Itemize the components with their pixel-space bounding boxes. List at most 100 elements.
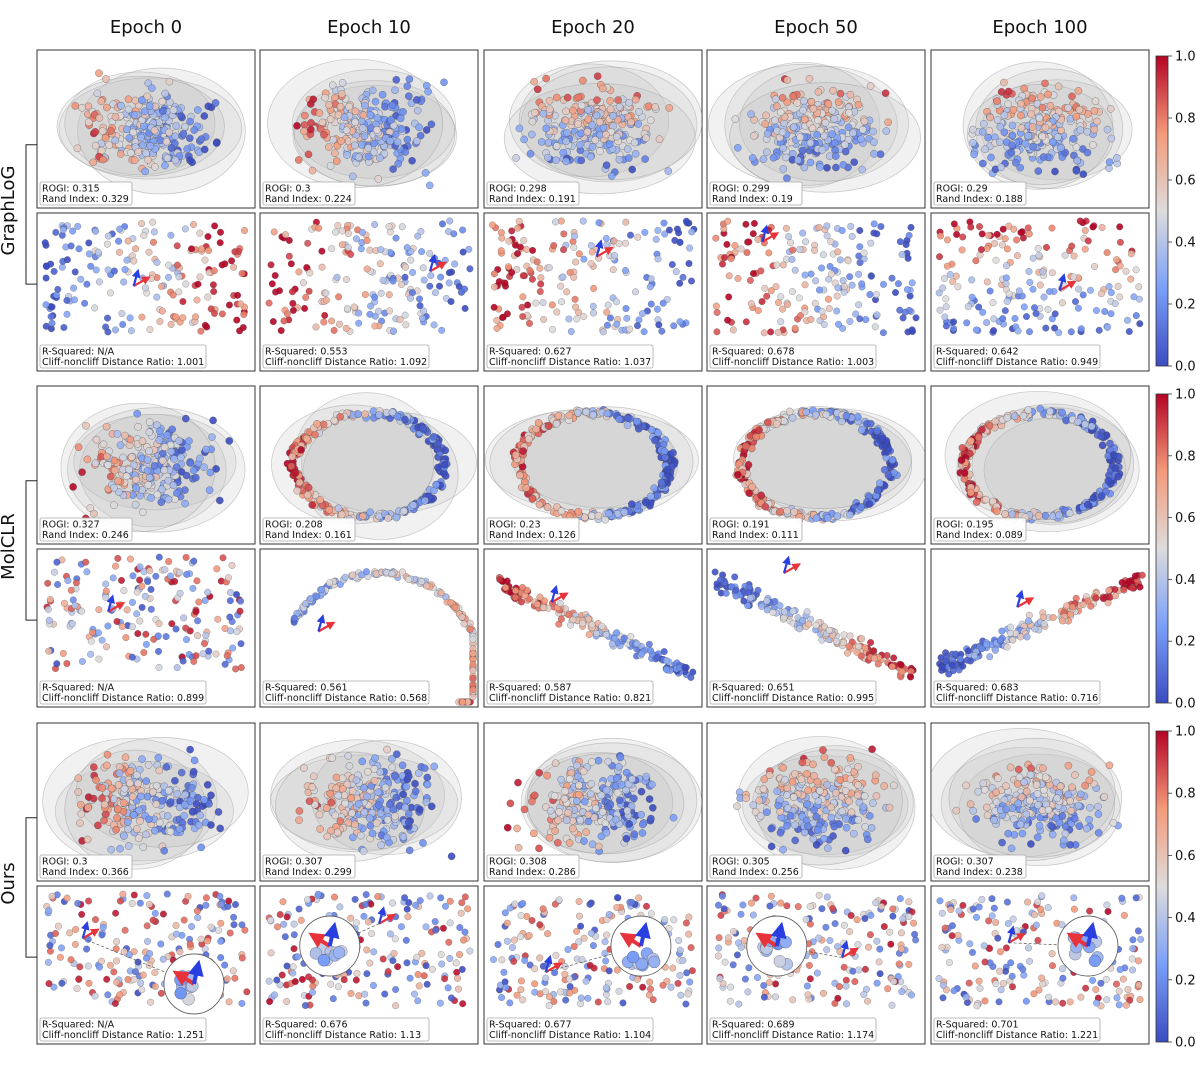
scatter-point [1074, 86, 1083, 95]
scatter-point [602, 130, 610, 139]
scatter-point [860, 117, 869, 126]
scatter-point [128, 899, 136, 907]
scatter-point [1056, 144, 1065, 152]
scatter-point [420, 276, 428, 284]
scatter-point [685, 259, 693, 268]
scatter-point [308, 501, 317, 509]
scatter-point [128, 653, 136, 661]
scatter-point [216, 228, 225, 236]
scatter-point [110, 483, 119, 492]
scatter-point [1036, 92, 1045, 101]
scatter-point [228, 561, 236, 569]
scatter-point [181, 122, 189, 131]
scatter-point [409, 268, 417, 276]
scatter-point [437, 589, 445, 597]
scatter-point [1019, 411, 1028, 420]
scatter-point [653, 654, 661, 662]
scatter-point [899, 314, 907, 322]
scatter-point [157, 282, 165, 290]
scatter-point [138, 437, 147, 446]
scatter-point [208, 433, 216, 441]
scatter-point [421, 496, 429, 505]
scatter-point [1064, 103, 1073, 112]
scatter-point [949, 277, 957, 286]
scatter-point [724, 217, 732, 225]
scatter-point [802, 238, 810, 246]
scatter-point [217, 900, 225, 908]
scatter-point [779, 305, 787, 313]
scatter-point [808, 124, 817, 133]
scatter-point [117, 101, 125, 110]
scatter-point [287, 260, 295, 268]
scatter-point [905, 231, 913, 239]
scatter-point [800, 163, 809, 172]
scatter-point [1040, 620, 1048, 628]
scatter-point [199, 650, 207, 658]
scatter-point [441, 256, 449, 264]
scatter-point [1135, 283, 1143, 291]
scatter-point [351, 107, 360, 116]
scatter-point [111, 113, 120, 121]
scatter-point [754, 235, 762, 243]
scatter-point [1069, 134, 1077, 143]
scatter-point [338, 78, 347, 87]
scatter-point [63, 894, 71, 902]
scatter-point [542, 74, 550, 83]
scatter-point [979, 159, 987, 168]
scatter-point [182, 636, 191, 644]
scatter-point [175, 436, 184, 445]
scatter-point [378, 90, 387, 99]
scatter-point [354, 153, 363, 161]
scatter-point [888, 456, 897, 464]
scatter-point [139, 141, 147, 150]
scatter-point [1048, 269, 1056, 277]
scatter-point [401, 273, 409, 281]
scatter-point [1031, 625, 1039, 633]
scatter-point [519, 312, 527, 321]
scatter-point [123, 818, 132, 826]
scatter-point [588, 248, 596, 256]
scatter-point [896, 238, 904, 246]
scatter-point [140, 231, 148, 240]
scatter-point [336, 412, 345, 421]
scatter-point [686, 244, 694, 252]
scatter-point [612, 298, 621, 306]
scatter-point [834, 98, 843, 106]
scatter-point [599, 123, 608, 132]
scatter-point [1024, 406, 1033, 414]
scatter-point [1044, 305, 1052, 313]
scatter-point [430, 321, 438, 329]
scatter-point [679, 273, 687, 281]
scatter-point [754, 586, 762, 594]
scatter-point [145, 428, 154, 437]
scatter-point [196, 229, 204, 237]
scatter-point [1071, 298, 1080, 306]
scatter-point [396, 114, 405, 123]
scatter-point [763, 597, 771, 605]
scatter-point [58, 263, 66, 271]
scatter-point [823, 232, 831, 240]
scatter-point [142, 777, 151, 785]
scatter-point [440, 78, 448, 87]
scatter-point [207, 821, 215, 829]
scatter-point [1070, 273, 1078, 281]
scatter-point [75, 245, 83, 253]
scatter-point [1138, 571, 1146, 579]
scatter-point [1036, 281, 1044, 289]
scatter-point [52, 228, 60, 236]
scatter-point [172, 921, 180, 930]
scatter-point [94, 248, 102, 256]
scatter-point [99, 155, 107, 164]
scatter-point [848, 281, 856, 289]
scatter-point [773, 261, 781, 269]
scatter-point [602, 161, 611, 170]
scatter-point [740, 597, 748, 605]
scatter-point [658, 327, 666, 335]
cliff-arrow-blue [1057, 273, 1067, 291]
scatter-point [1107, 134, 1116, 143]
scatter-point [158, 456, 167, 465]
scatter-point [228, 257, 236, 265]
scatter-point [779, 144, 788, 153]
scatter-point [774, 299, 783, 307]
scatter-point [511, 451, 520, 459]
